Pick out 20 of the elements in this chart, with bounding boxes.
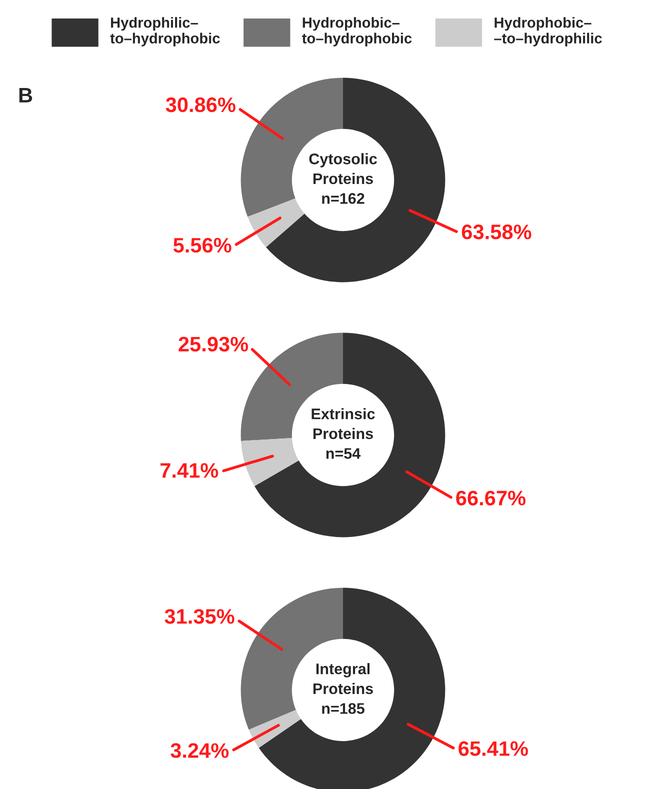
data-label: 3.24% <box>170 743 229 758</box>
text: Integral Proteins n=185 <box>313 663 373 714</box>
data-label: 65.41% <box>458 741 528 756</box>
donut-slice <box>240 438 299 486</box>
data-label: 66.67% <box>456 490 526 506</box>
legend-label: Hydrophobic– –to–hydrophilic <box>494 17 602 46</box>
text: Cytosolic Proteins n=162 <box>309 153 377 204</box>
data-label: 7.41% <box>160 463 218 478</box>
donut-slice <box>254 332 446 538</box>
data-label: 30.86% <box>166 97 236 112</box>
legend-label: Hydrophobic– to–hydrophobic <box>302 17 412 46</box>
donut-slice <box>248 198 305 248</box>
data-label: 63.58% <box>462 224 532 240</box>
data-label: 25.93% <box>178 336 248 352</box>
donut-slice <box>266 78 446 282</box>
text: Extrinsic Proteins n=54 <box>312 408 375 459</box>
data-label: 31.35% <box>164 609 234 624</box>
legend-label: Hydrophilic– to–hydrophobic <box>110 17 220 46</box>
data-label: 5.56% <box>173 238 232 253</box>
text: B <box>19 88 32 102</box>
